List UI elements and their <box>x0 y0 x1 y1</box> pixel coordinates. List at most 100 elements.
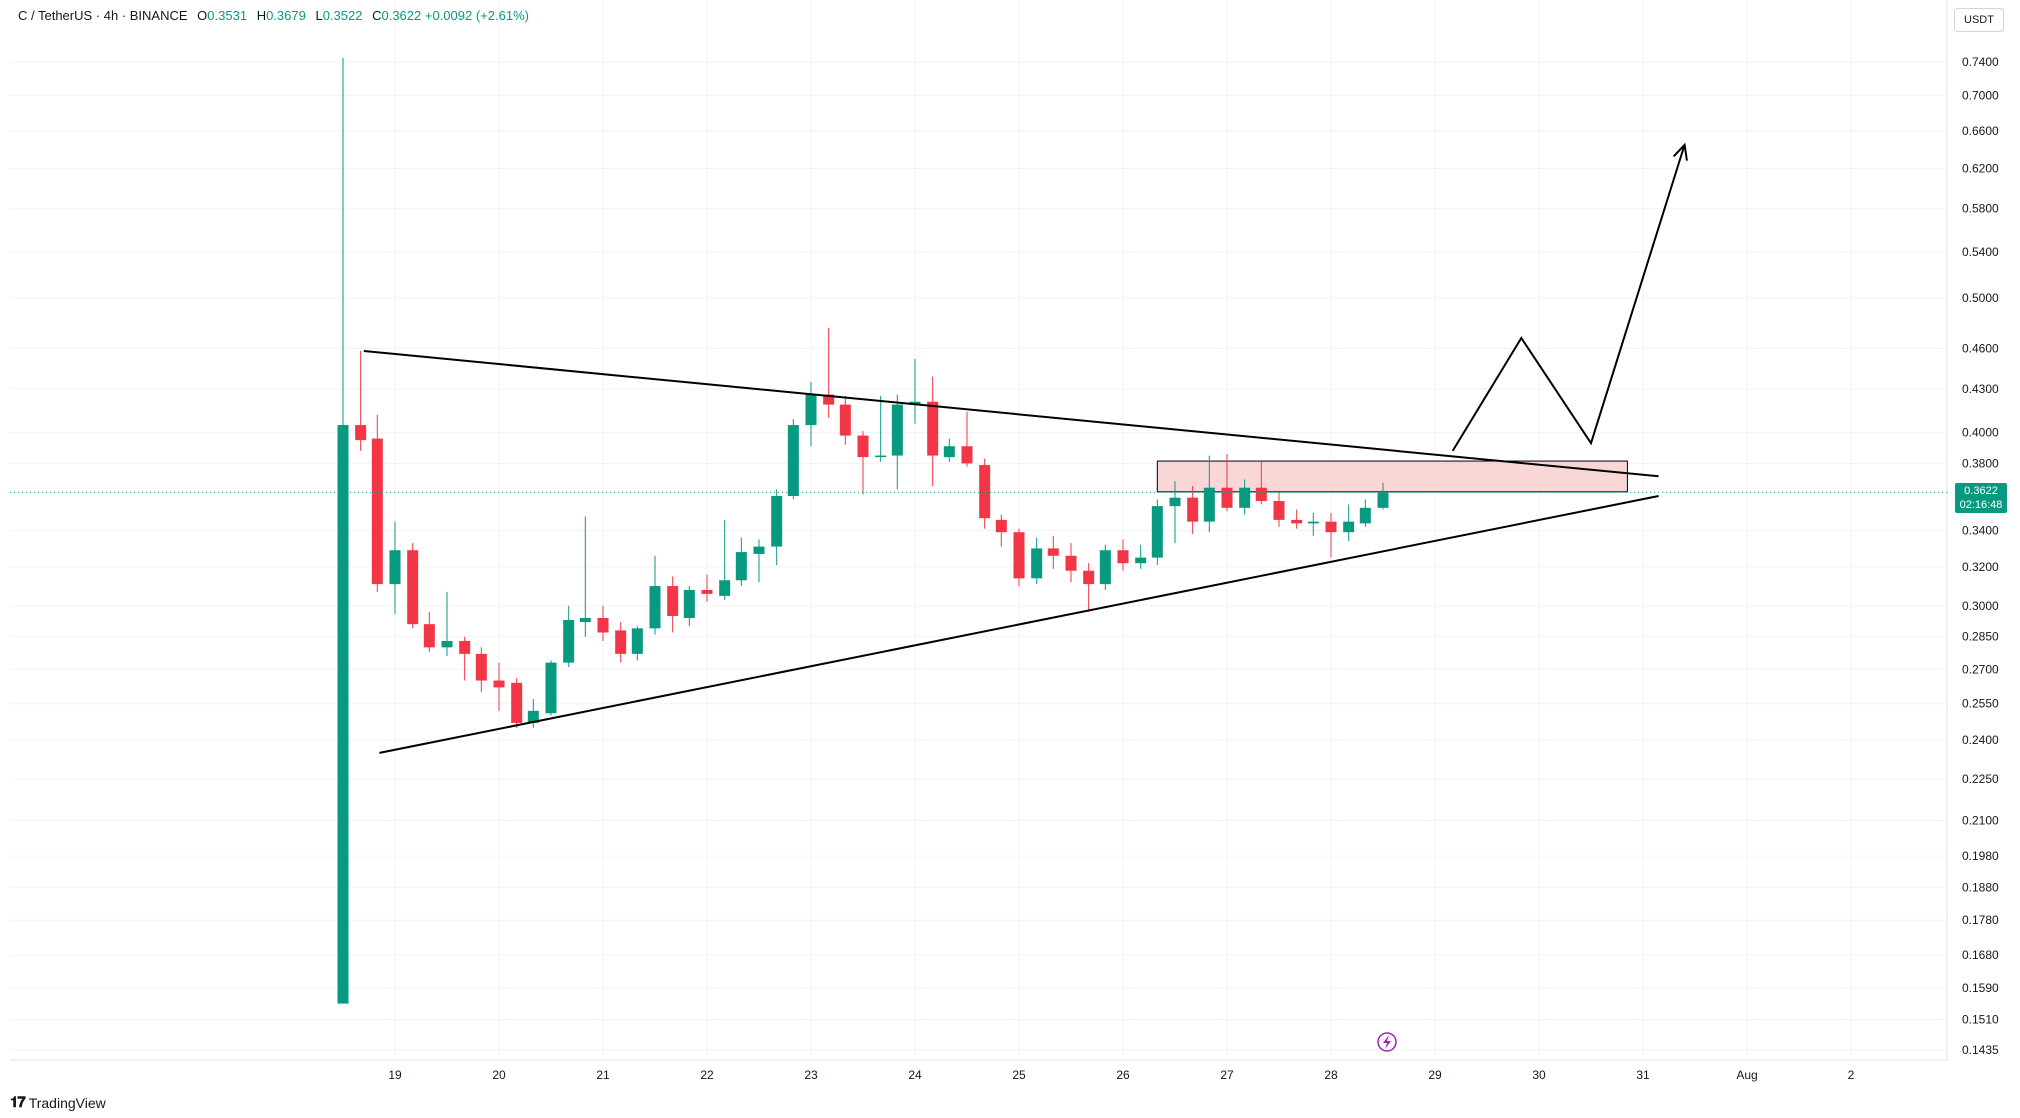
candle-body[interactable] <box>1255 487 1267 502</box>
candle-body[interactable] <box>735 552 747 581</box>
candle-body[interactable] <box>1013 532 1025 579</box>
projection-path[interactable] <box>1451 144 1686 452</box>
candle-body[interactable] <box>823 394 835 405</box>
candle-body[interactable] <box>1291 519 1303 524</box>
candle-body[interactable] <box>875 455 887 458</box>
high-label: H <box>256 8 267 23</box>
open-label: O <box>197 8 208 23</box>
candle-body[interactable] <box>701 589 713 594</box>
x-tick-label: 27 <box>1220 1068 1234 1082</box>
candle-body[interactable] <box>839 404 851 436</box>
candle-body[interactable] <box>1221 487 1233 508</box>
candle-body[interactable] <box>667 586 679 616</box>
candle-body[interactable] <box>995 519 1007 533</box>
x-tick-label: 20 <box>492 1068 506 1082</box>
candle-body[interactable] <box>771 496 783 547</box>
candle-body[interactable] <box>1343 521 1355 533</box>
y-tick-label: 0.5400 <box>1962 245 1999 259</box>
candle-body[interactable] <box>1359 507 1371 524</box>
y-tick-label: 0.1590 <box>1962 981 1999 995</box>
y-tick-label: 0.2850 <box>1962 630 1999 644</box>
low-label: L <box>315 8 323 23</box>
y-tick-label: 0.1510 <box>1962 1012 1999 1026</box>
y-tick-label: 0.4000 <box>1962 426 1999 440</box>
x-tick-label: 28 <box>1324 1068 1338 1082</box>
y-tick-label: 0.4600 <box>1962 341 1999 355</box>
candle-body[interactable] <box>579 617 591 623</box>
candle-body[interactable] <box>909 401 921 405</box>
candle-body[interactable] <box>615 630 627 654</box>
candle-body[interactable] <box>1135 557 1147 564</box>
candle-body[interactable] <box>527 710 539 723</box>
x-tick-label: 21 <box>596 1068 610 1082</box>
symbol-title[interactable]: C / TetherUS · 4h · BINANCE <box>18 8 188 23</box>
y-tick-label: 0.2400 <box>1962 733 1999 747</box>
candle-body[interactable] <box>1377 492 1389 508</box>
candle-body[interactable] <box>1031 548 1043 579</box>
candle-body[interactable] <box>1169 497 1181 507</box>
y-tick-label: 0.3000 <box>1962 599 1999 613</box>
candle-body[interactable] <box>1099 550 1111 585</box>
candle-body[interactable] <box>961 446 973 464</box>
candle-body[interactable] <box>787 425 799 497</box>
y-tick-label: 0.2550 <box>1962 697 1999 711</box>
candle-body[interactable] <box>1187 497 1199 522</box>
candle-body[interactable] <box>407 550 419 625</box>
candle-body[interactable] <box>459 640 471 654</box>
candle-body[interactable] <box>1047 548 1059 556</box>
change-value: +0.0092 (+2.61%) <box>424 8 529 23</box>
y-tick-label: 0.5000 <box>1962 291 1999 305</box>
tradingview-logo[interactable]: 𝟏𝟕 TradingView <box>10 1094 106 1111</box>
candle-body[interactable] <box>545 662 557 714</box>
lightning-icon[interactable] <box>1377 1032 1397 1052</box>
x-tick-label: 29 <box>1428 1068 1442 1082</box>
candle-body[interactable] <box>475 653 487 681</box>
candle-body[interactable] <box>493 680 505 688</box>
candle-body[interactable] <box>805 394 817 426</box>
candle-body[interactable] <box>719 580 731 596</box>
y-tick-label: 0.7400 <box>1962 55 1999 69</box>
projection-arrowhead <box>1672 142 1688 161</box>
candle-body[interactable] <box>1083 570 1095 585</box>
candle-body[interactable] <box>597 617 609 633</box>
candle-body[interactable] <box>1151 506 1163 558</box>
candle-body[interactable] <box>753 546 765 554</box>
candle-body[interactable] <box>441 640 453 648</box>
trendline-lower[interactable] <box>379 495 1659 754</box>
candle-body[interactable] <box>355 425 367 441</box>
currency-button[interactable]: USDT <box>1954 8 2004 32</box>
candle-body[interactable] <box>1203 487 1215 522</box>
candle-body[interactable] <box>1273 501 1285 520</box>
candle-body[interactable] <box>979 465 991 519</box>
y-tick-label: 0.3200 <box>1962 560 1999 574</box>
candle-body[interactable] <box>371 438 383 585</box>
y-tick-label: 0.1980 <box>1962 849 1999 863</box>
candle-body[interactable] <box>649 586 661 629</box>
x-tick-label: 31 <box>1636 1068 1650 1082</box>
low-value: 0.3522 <box>322 8 363 23</box>
candle-body[interactable] <box>683 589 695 618</box>
candle-body[interactable] <box>563 620 575 663</box>
candle-body[interactable] <box>1117 550 1129 564</box>
candle-body[interactable] <box>631 628 643 654</box>
candle-body[interactable] <box>389 550 401 585</box>
candle-body[interactable] <box>891 404 903 456</box>
candle-body[interactable] <box>423 624 435 648</box>
candle-body[interactable] <box>337 425 349 1004</box>
trendline-upper[interactable] <box>363 349 1659 478</box>
close-label: C <box>372 8 382 23</box>
x-tick-label: 24 <box>908 1068 922 1082</box>
candle-body[interactable] <box>1239 487 1251 508</box>
brand-name: TradingView <box>28 1094 106 1111</box>
y-tick-label: 0.2100 <box>1962 814 1999 828</box>
y-tick-label: 0.2250 <box>1962 772 1999 786</box>
candle-body[interactable] <box>1325 521 1337 533</box>
candle-body[interactable] <box>943 446 955 458</box>
candle-body[interactable] <box>857 435 869 458</box>
y-tick-label: 0.3400 <box>1962 523 1999 537</box>
candle-body[interactable] <box>927 401 939 456</box>
candle-body[interactable] <box>1307 521 1319 524</box>
candle-body[interactable] <box>511 682 523 723</box>
candle-body[interactable] <box>1065 555 1077 571</box>
